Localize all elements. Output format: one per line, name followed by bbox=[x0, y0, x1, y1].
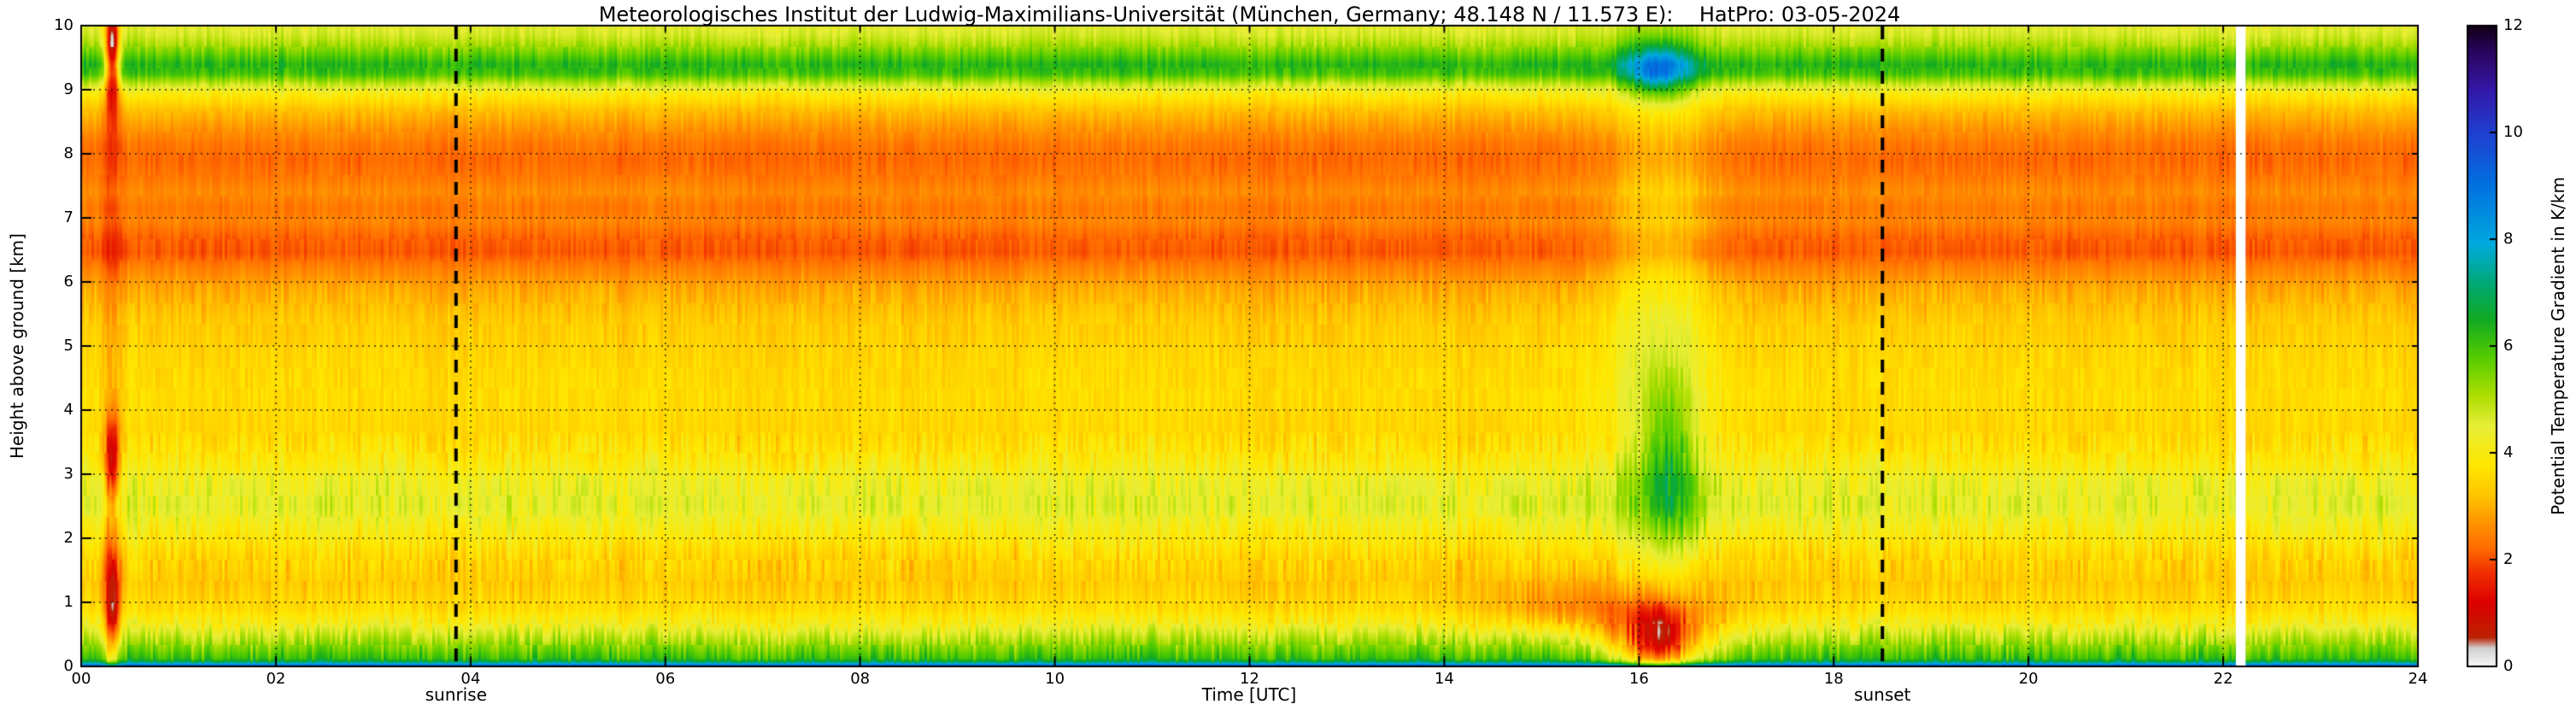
y-tick-label: 9 bbox=[63, 80, 73, 98]
x-axis-label: Time [UTC] bbox=[1201, 684, 1297, 704]
y-tick-label: 6 bbox=[63, 273, 73, 290]
x-tick-label: 16 bbox=[1628, 670, 1649, 688]
sunset-label: sunset bbox=[1854, 684, 1911, 704]
colorbar-label: Potential Temperature Gradient in K/km bbox=[2548, 177, 2568, 515]
x-tick-label: 02 bbox=[266, 670, 286, 688]
y-tick-label: 2 bbox=[63, 529, 73, 547]
y-tick-label: 1 bbox=[63, 593, 73, 611]
x-tick-label: 24 bbox=[2408, 670, 2428, 688]
x-tick-label: 04 bbox=[461, 670, 481, 688]
x-tick-label: 20 bbox=[2018, 670, 2039, 688]
x-tick-label: 10 bbox=[1045, 670, 1065, 688]
x-tick-label: 08 bbox=[850, 670, 871, 688]
y-axis-label: Height above ground [km] bbox=[7, 233, 27, 459]
sunrise-label: sunrise bbox=[425, 684, 487, 704]
x-tick-label: 18 bbox=[1823, 670, 1844, 688]
y-tick-label: 7 bbox=[63, 208, 73, 226]
colorbar-tick-label: 0 bbox=[2503, 657, 2514, 675]
x-tick-label: 12 bbox=[1240, 670, 1259, 688]
y-tick-label: 4 bbox=[63, 401, 73, 419]
x-tick-label: 14 bbox=[1434, 670, 1454, 688]
chart-title: Meteorologisches Institut der Ludwig-Max… bbox=[598, 3, 1901, 26]
colorbar-tick-label: 8 bbox=[2503, 230, 2514, 248]
x-tick-label: 00 bbox=[71, 670, 91, 688]
colorbar-tick-label: 2 bbox=[2503, 550, 2514, 568]
x-tick-label: 22 bbox=[2213, 670, 2233, 688]
colorbar-tick-label: 6 bbox=[2503, 337, 2514, 355]
y-tick-label: 3 bbox=[63, 465, 73, 483]
colorbar-tick-label: 12 bbox=[2503, 16, 2523, 34]
colorbar-tick-label: 4 bbox=[2503, 443, 2514, 461]
y-tick-label: 10 bbox=[54, 16, 73, 34]
y-tick-label: 0 bbox=[63, 657, 73, 675]
x-tick-label: 06 bbox=[655, 670, 676, 688]
colorbar-tick-label: 10 bbox=[2503, 123, 2523, 141]
y-tick-label: 8 bbox=[63, 144, 73, 162]
y-tick-label: 5 bbox=[63, 337, 73, 355]
